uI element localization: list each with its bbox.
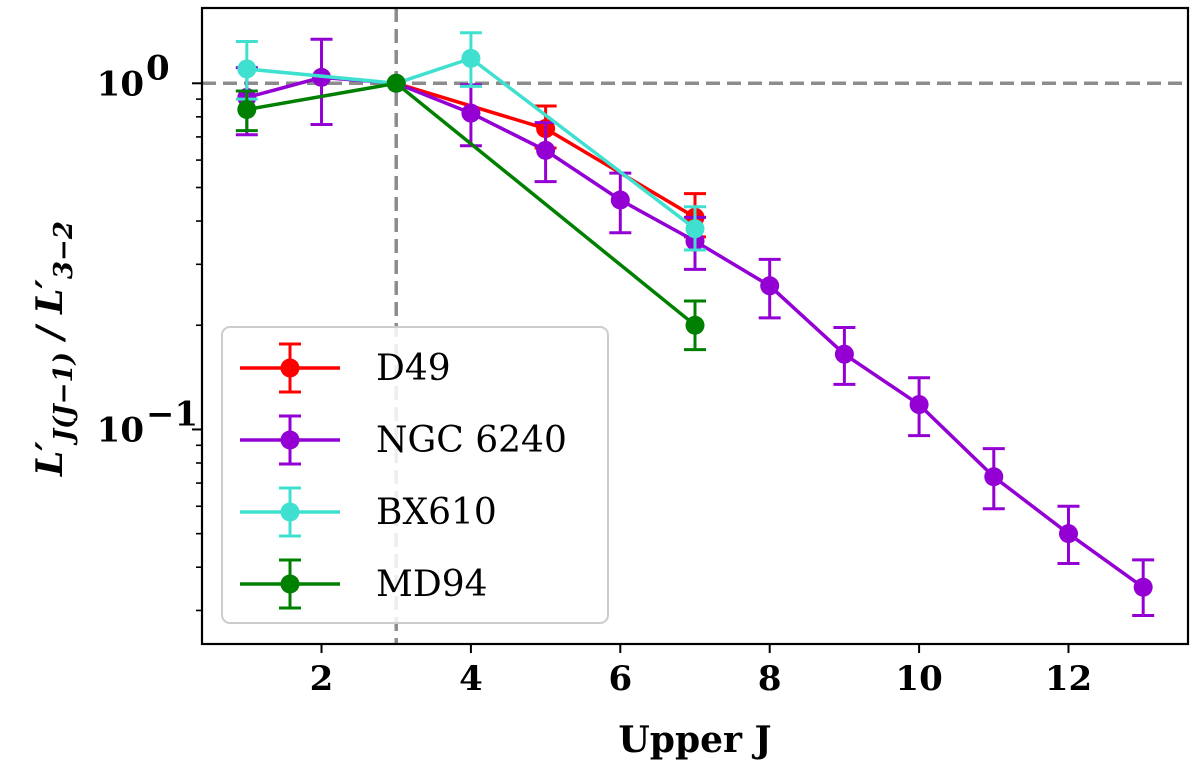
data-point-ngc-6240	[1133, 577, 1153, 597]
plot-area	[202, 8, 1188, 644]
legend-entry-ngc-6240: NGC 6240	[240, 414, 567, 466]
legend-label-md94: MD94	[376, 564, 488, 605]
x-tick-label: 2	[310, 659, 334, 699]
legend-entry-md94: MD94	[240, 558, 488, 610]
x-tick-label: 10	[895, 659, 942, 699]
legend-box	[221, 326, 609, 624]
data-point-ngc-6240	[834, 344, 854, 364]
legend-marker-bx610	[280, 502, 300, 522]
legend-marker-md94	[280, 574, 300, 594]
series-line-bx610	[246, 56, 697, 231]
data-point-md94	[386, 73, 406, 93]
data-point-ngc-6240	[760, 276, 780, 296]
data-point-md94	[237, 99, 257, 119]
x-tick-label: 6	[608, 659, 632, 699]
legend-label-bx610: BX610	[376, 492, 497, 533]
x-tick-label: 4	[459, 659, 483, 699]
plot-inner	[202, 8, 1188, 644]
series-bx610	[235, 31, 706, 252]
x-tick-label: 8	[758, 659, 782, 699]
x-tick-label: 12	[1045, 659, 1092, 699]
series-md94	[235, 73, 706, 352]
data-point-md94	[685, 315, 705, 335]
y-axis-label-part: 3−2	[49, 221, 79, 279]
data-point-ngc-6240	[909, 395, 929, 415]
legend-label-d49: D49	[376, 348, 451, 389]
legend-marker-ngc-6240	[280, 430, 300, 450]
y-axis-label-part: L′	[29, 279, 71, 315]
data-point-bx610	[237, 59, 257, 79]
y-axis-label-part: J(J−1)	[49, 352, 79, 446]
x-axis-label: Upper J	[618, 719, 771, 761]
data-point-ngc-6240	[536, 140, 556, 160]
legend: D49 NGC 6240 BX610 MD94	[221, 326, 609, 624]
y-axis-label: L′J(J−1) / L′3−2	[29, 221, 79, 477]
data-point-ngc-6240	[461, 103, 481, 123]
y-tick-exponent: 0	[146, 48, 170, 88]
data-point-ngc-6240	[984, 467, 1004, 487]
y-tick-label: 10	[97, 64, 144, 104]
legend-marker-d49	[280, 358, 300, 378]
y-tick-exponent: −1	[146, 394, 198, 434]
data-point-ngc-6240	[1058, 524, 1078, 544]
y-axis-label-part: /	[29, 314, 71, 352]
y-axis-label-part: L′	[29, 441, 71, 477]
data-point-ngc-6240	[610, 190, 630, 210]
y-tick-label: 10	[97, 410, 144, 450]
data-point-bx610	[461, 48, 481, 68]
legend-entry-bx610: BX610	[240, 486, 497, 538]
legend-label-ngc-6240: NGC 6240	[376, 420, 567, 461]
legend-entry-d49: D49	[240, 342, 451, 394]
data-point-bx610	[685, 219, 705, 239]
